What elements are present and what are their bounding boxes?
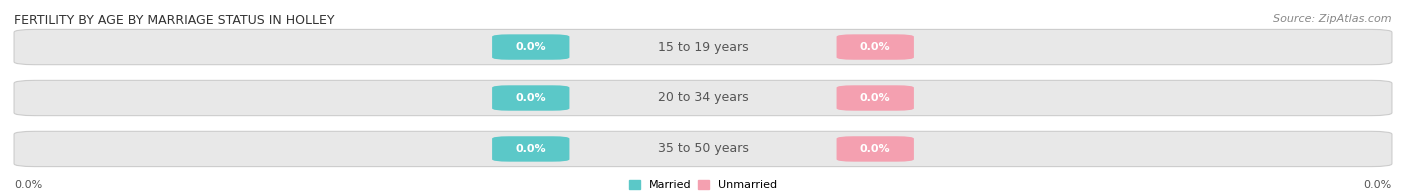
FancyBboxPatch shape xyxy=(14,29,1392,65)
Text: 0.0%: 0.0% xyxy=(860,93,890,103)
Text: Source: ZipAtlas.com: Source: ZipAtlas.com xyxy=(1274,14,1392,24)
FancyBboxPatch shape xyxy=(492,34,569,60)
Legend: Married, Unmarried: Married, Unmarried xyxy=(628,180,778,191)
FancyBboxPatch shape xyxy=(14,131,1392,167)
Text: FERTILITY BY AGE BY MARRIAGE STATUS IN HOLLEY: FERTILITY BY AGE BY MARRIAGE STATUS IN H… xyxy=(14,14,335,27)
FancyBboxPatch shape xyxy=(492,136,569,162)
Text: 35 to 50 years: 35 to 50 years xyxy=(658,142,748,155)
Text: 0.0%: 0.0% xyxy=(860,42,890,52)
Text: 15 to 19 years: 15 to 19 years xyxy=(658,41,748,54)
FancyBboxPatch shape xyxy=(837,34,914,60)
Text: 0.0%: 0.0% xyxy=(516,144,546,154)
FancyBboxPatch shape xyxy=(837,85,914,111)
Text: 0.0%: 0.0% xyxy=(1364,180,1392,190)
FancyBboxPatch shape xyxy=(14,80,1392,116)
Text: 0.0%: 0.0% xyxy=(860,144,890,154)
Text: 20 to 34 years: 20 to 34 years xyxy=(658,92,748,104)
FancyBboxPatch shape xyxy=(837,136,914,162)
Text: 0.0%: 0.0% xyxy=(516,93,546,103)
FancyBboxPatch shape xyxy=(492,85,569,111)
Text: 0.0%: 0.0% xyxy=(14,180,42,190)
Text: 0.0%: 0.0% xyxy=(516,42,546,52)
